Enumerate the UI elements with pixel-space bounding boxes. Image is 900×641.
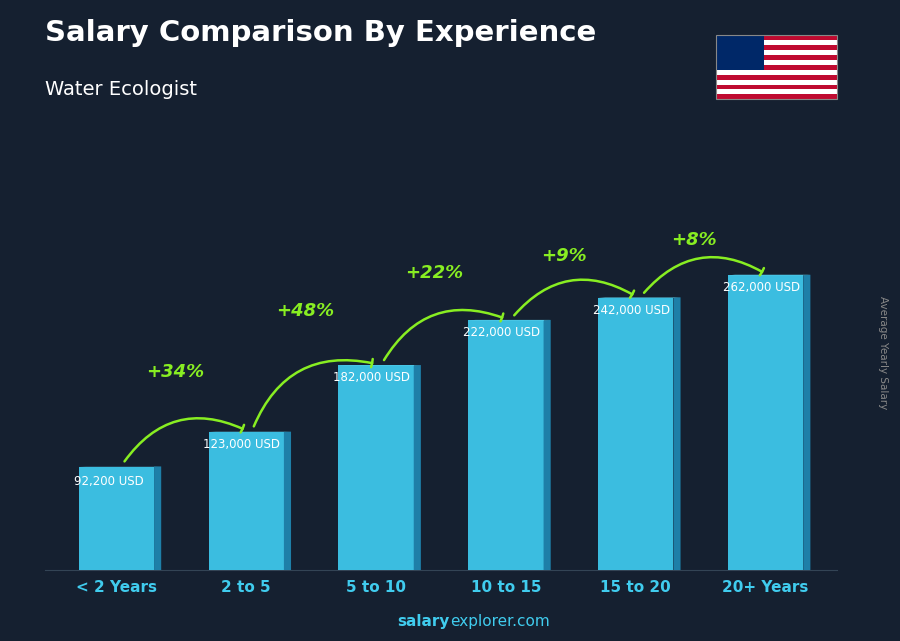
Polygon shape xyxy=(544,320,551,570)
Polygon shape xyxy=(338,365,414,570)
Text: +8%: +8% xyxy=(671,231,717,249)
Text: +48%: +48% xyxy=(275,303,334,320)
Text: Average Yearly Salary: Average Yearly Salary xyxy=(878,296,887,409)
FancyArrowPatch shape xyxy=(384,310,503,360)
Polygon shape xyxy=(414,365,421,570)
Polygon shape xyxy=(728,275,803,570)
Text: +9%: +9% xyxy=(542,247,587,265)
Text: salary: salary xyxy=(398,615,450,629)
Text: 182,000 USD: 182,000 USD xyxy=(333,371,410,385)
Text: 242,000 USD: 242,000 USD xyxy=(593,304,670,317)
FancyArrowPatch shape xyxy=(644,257,764,293)
Polygon shape xyxy=(79,467,154,570)
Text: +34%: +34% xyxy=(146,363,204,381)
Text: explorer.com: explorer.com xyxy=(450,615,550,629)
FancyArrowPatch shape xyxy=(254,359,373,426)
Text: 92,200 USD: 92,200 USD xyxy=(74,475,143,488)
Text: 222,000 USD: 222,000 USD xyxy=(464,326,540,339)
Text: Water Ecologist: Water Ecologist xyxy=(45,80,197,99)
Text: +22%: +22% xyxy=(405,263,464,281)
FancyArrowPatch shape xyxy=(124,418,244,462)
Text: 123,000 USD: 123,000 USD xyxy=(203,438,281,451)
Text: 262,000 USD: 262,000 USD xyxy=(723,281,800,294)
Polygon shape xyxy=(284,431,291,570)
Polygon shape xyxy=(209,432,284,570)
Polygon shape xyxy=(468,320,544,570)
Polygon shape xyxy=(803,275,810,570)
FancyArrowPatch shape xyxy=(514,279,634,315)
Polygon shape xyxy=(154,467,161,570)
Polygon shape xyxy=(673,297,680,570)
Polygon shape xyxy=(598,298,673,570)
Text: Salary Comparison By Experience: Salary Comparison By Experience xyxy=(45,19,596,47)
